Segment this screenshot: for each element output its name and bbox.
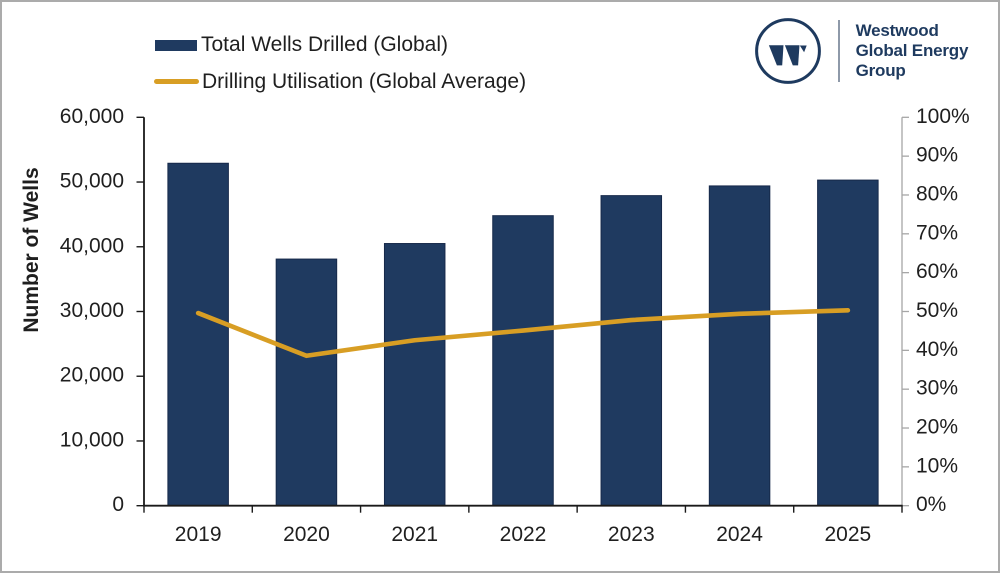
left-axis-tick-label: 40,000 <box>60 234 124 257</box>
right-axis-tick-label: 30% <box>916 377 958 400</box>
right-axis-tick-label: 40% <box>916 338 958 361</box>
bar-2025 <box>817 179 879 507</box>
x-axis-label-2022: 2022 <box>500 523 547 546</box>
right-axis-tick-label: 60% <box>916 260 958 283</box>
right-axis-tick-label: 70% <box>916 221 958 244</box>
right-axis-tick-label: 50% <box>916 299 958 322</box>
legend-item-drilling-utilisation: Drilling Utilisation (Global Average) <box>154 70 526 94</box>
bar-2024 <box>708 185 771 507</box>
bar-2021 <box>383 243 446 507</box>
left-axis-tick-label: 50,000 <box>60 170 124 193</box>
bar-2020 <box>275 258 338 507</box>
legend-item-total-wells: Total Wells Drilled (Global) <box>155 33 448 57</box>
utilisation-line <box>195 308 851 359</box>
right-axis-tick-label: 10% <box>916 454 958 477</box>
legend-label-total-wells: Total Wells Drilled (Global) <box>201 33 449 57</box>
logo-text-line3: Group <box>855 60 906 80</box>
legend-bar-swatch <box>155 39 197 51</box>
left-axis-tick-label: 0 <box>112 493 124 516</box>
left-axis-tick-label: 60,000 <box>60 105 124 128</box>
logo-text-line1: Westwood <box>855 21 939 41</box>
x-axis-label-2024: 2024 <box>716 523 763 546</box>
legend-line-swatch <box>154 79 199 84</box>
bar-2019 <box>167 162 229 507</box>
right-axis-tick-label: 0% <box>916 493 946 516</box>
left-axis-tick-label: 20,000 <box>60 364 124 387</box>
left-axis-tick-label: 30,000 <box>60 299 124 322</box>
bar-2023 <box>600 195 663 507</box>
legend-label-drilling-utilisation: Drilling Utilisation (Global Average) <box>202 69 527 93</box>
right-axis-tick-label: 90% <box>916 144 958 167</box>
bar-2022 <box>492 215 554 507</box>
right-axis-tick-label: 100% <box>916 105 970 128</box>
x-axis-label-2020: 2020 <box>283 523 330 546</box>
x-axis-label-2019: 2019 <box>175 523 222 546</box>
westwood-logo: Westwood Global Energy Group <box>754 17 968 85</box>
logo-text-line2: Global Energy <box>855 41 969 61</box>
x-axis-label-2025: 2025 <box>824 523 871 546</box>
logo-divider <box>838 20 840 82</box>
x-axis-label-2023: 2023 <box>608 523 655 546</box>
right-axis-tick-label: 80% <box>916 182 958 205</box>
left-axis-title: Number of Wells <box>20 167 43 332</box>
x-axis-label-2021: 2021 <box>391 523 438 546</box>
right-axis-tick-label: 20% <box>916 416 958 439</box>
left-axis-tick-label: 10,000 <box>60 428 124 451</box>
westwood-w-circle-icon <box>755 18 821 84</box>
logo-text: Westwood Global Energy Group <box>856 21 969 80</box>
